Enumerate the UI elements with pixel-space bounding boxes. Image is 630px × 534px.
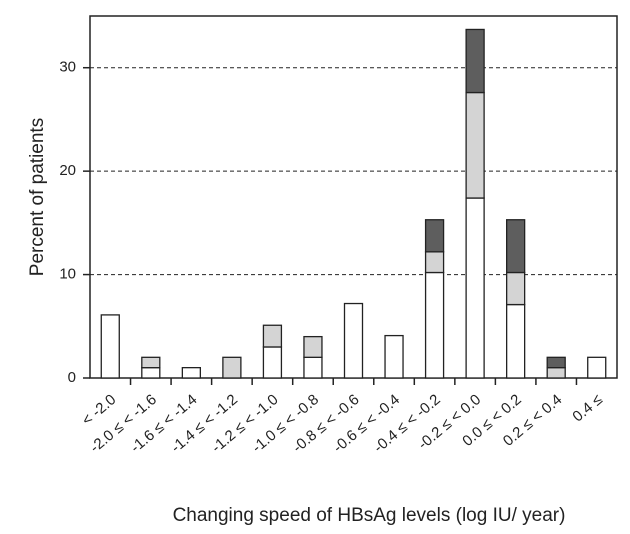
bar-segment — [465, 91, 485, 199]
bar-segment — [546, 356, 566, 369]
bar-segment — [303, 335, 323, 358]
bar-segment — [100, 314, 120, 379]
bar-segment — [343, 302, 364, 379]
bar-segment — [141, 367, 161, 379]
bar-segment — [506, 219, 526, 274]
bar-segment — [384, 334, 404, 379]
bar-segment — [506, 303, 526, 379]
bar-segment — [465, 28, 485, 94]
bar-segment — [424, 219, 445, 253]
bar-segment — [262, 346, 283, 379]
y-tick-label: 20 — [59, 162, 76, 179]
bar-segment — [424, 251, 445, 274]
bar-segment — [262, 324, 283, 348]
bar-segment — [303, 356, 323, 379]
bar-segment — [181, 367, 201, 379]
bar-segment — [141, 356, 161, 369]
y-tick-label: 10 — [59, 266, 76, 283]
bar-segment — [587, 356, 607, 379]
bar-segment — [424, 271, 445, 379]
bar-segment — [546, 367, 566, 379]
bar-segment — [222, 356, 242, 379]
y-tick-label: 0 — [68, 369, 76, 386]
y-tick-label: 30 — [59, 59, 76, 76]
x-axis-title: Changing speed of HBsAg levels (log IU/ … — [173, 505, 566, 526]
y-axis-title: Percent of patients — [27, 118, 48, 276]
x-tick-label: 0.4 ≤ — [569, 391, 605, 425]
bar-segment — [506, 271, 526, 306]
bar-segment — [465, 197, 485, 379]
